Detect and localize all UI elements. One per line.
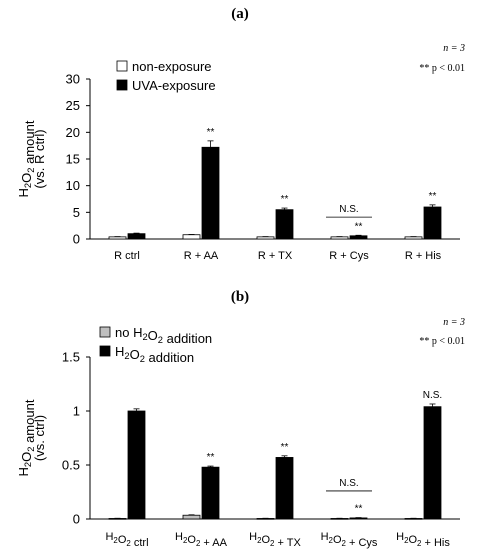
y-tick-label: 10 [66,178,80,193]
x-category-label: H2O2 + Cys [321,531,378,549]
y-tick-label: 1.5 [62,350,80,365]
stat-p-text: ** p < 0.01 [419,336,465,347]
ns-bracket-label: N.S. [339,204,358,215]
x-category-label: R ctrl [114,250,140,262]
stat-n-text: n = 3 [443,43,465,54]
x-category-label: R + Cys [329,250,369,262]
y-tick-label: 20 [66,125,80,140]
y-tick-label: 0 [73,512,80,527]
y-axis-label-sub: (vs. ctrl) [32,415,47,461]
significance-label: ** [429,191,437,202]
panel-label: (a) [231,6,249,22]
panel-label: (b) [231,289,249,305]
significance-label: ** [281,442,289,453]
legend-label: UVA-exposure [132,78,216,93]
legend-label: no H2O2 addition [115,325,212,346]
bar-control [330,236,349,240]
bar-control [108,236,127,240]
bar-treated [349,235,368,240]
bar-treated [349,517,368,520]
y-axis-label: H2O2 amount [16,120,37,197]
stat-p-text: ** p < 0.01 [419,63,465,74]
significance-label: N.S. [423,390,442,401]
legend-label: non-exposure [132,59,212,74]
y-tick-label: 5 [73,205,80,220]
legend-swatch [116,60,128,72]
stat-n-text: n = 3 [443,317,465,328]
bar-treated [201,146,220,240]
legend-swatch [99,326,111,338]
x-category-label: R + His [405,250,442,262]
x-category-label: H2O2 + His [396,531,450,549]
y-tick-label: 25 [66,98,80,113]
bar-control [404,236,423,240]
y-tick-label: 0 [73,232,80,247]
significance-label: ** [207,127,215,138]
bar-control [256,236,275,240]
significance-label: ** [355,504,363,515]
bar-control [182,514,201,520]
bar-treated [201,466,220,520]
x-category-label: H2O2 + TX [249,531,301,549]
bar-treated [423,206,442,240]
y-axis-label: H2O2 amount [16,399,37,476]
legend-swatch [99,345,111,357]
bar-treated [127,233,146,240]
chart-panel-b: (b) n = 3 ** p < 0.01 0 0.5 1 1.5 H2O2 amount(v… [16,289,465,549]
x-category-label: R + TX [258,250,293,262]
x-category-label: H2O2 ctrl [105,531,148,549]
chart-panel-a: (a) n = 3 ** p < 0.01 0 5 10 15 20 25 30 H2O2 amou… [16,6,465,262]
x-category-label: H2O2 + AA [175,531,228,549]
x-category-label: R + AA [184,250,219,262]
bar-treated [127,410,146,520]
significance-label: ** [281,194,289,205]
legend-label: H2O2 addition [115,344,194,365]
ns-bracket-label: N.S. [339,478,358,489]
bar-treated [275,209,294,240]
y-tick-label: 30 [66,72,80,87]
legend-swatch [116,79,128,91]
bar-treated [423,406,442,520]
y-tick-label: 1 [73,404,80,419]
y-tick-label: 0.5 [62,458,80,473]
y-tick-label: 15 [66,152,80,167]
bar-control [182,234,201,240]
bar-treated [275,457,294,520]
y-axis-label-sub: (vs. R ctrl) [32,129,47,188]
significance-label: ** [207,452,215,463]
significance-label: ** [355,221,363,232]
